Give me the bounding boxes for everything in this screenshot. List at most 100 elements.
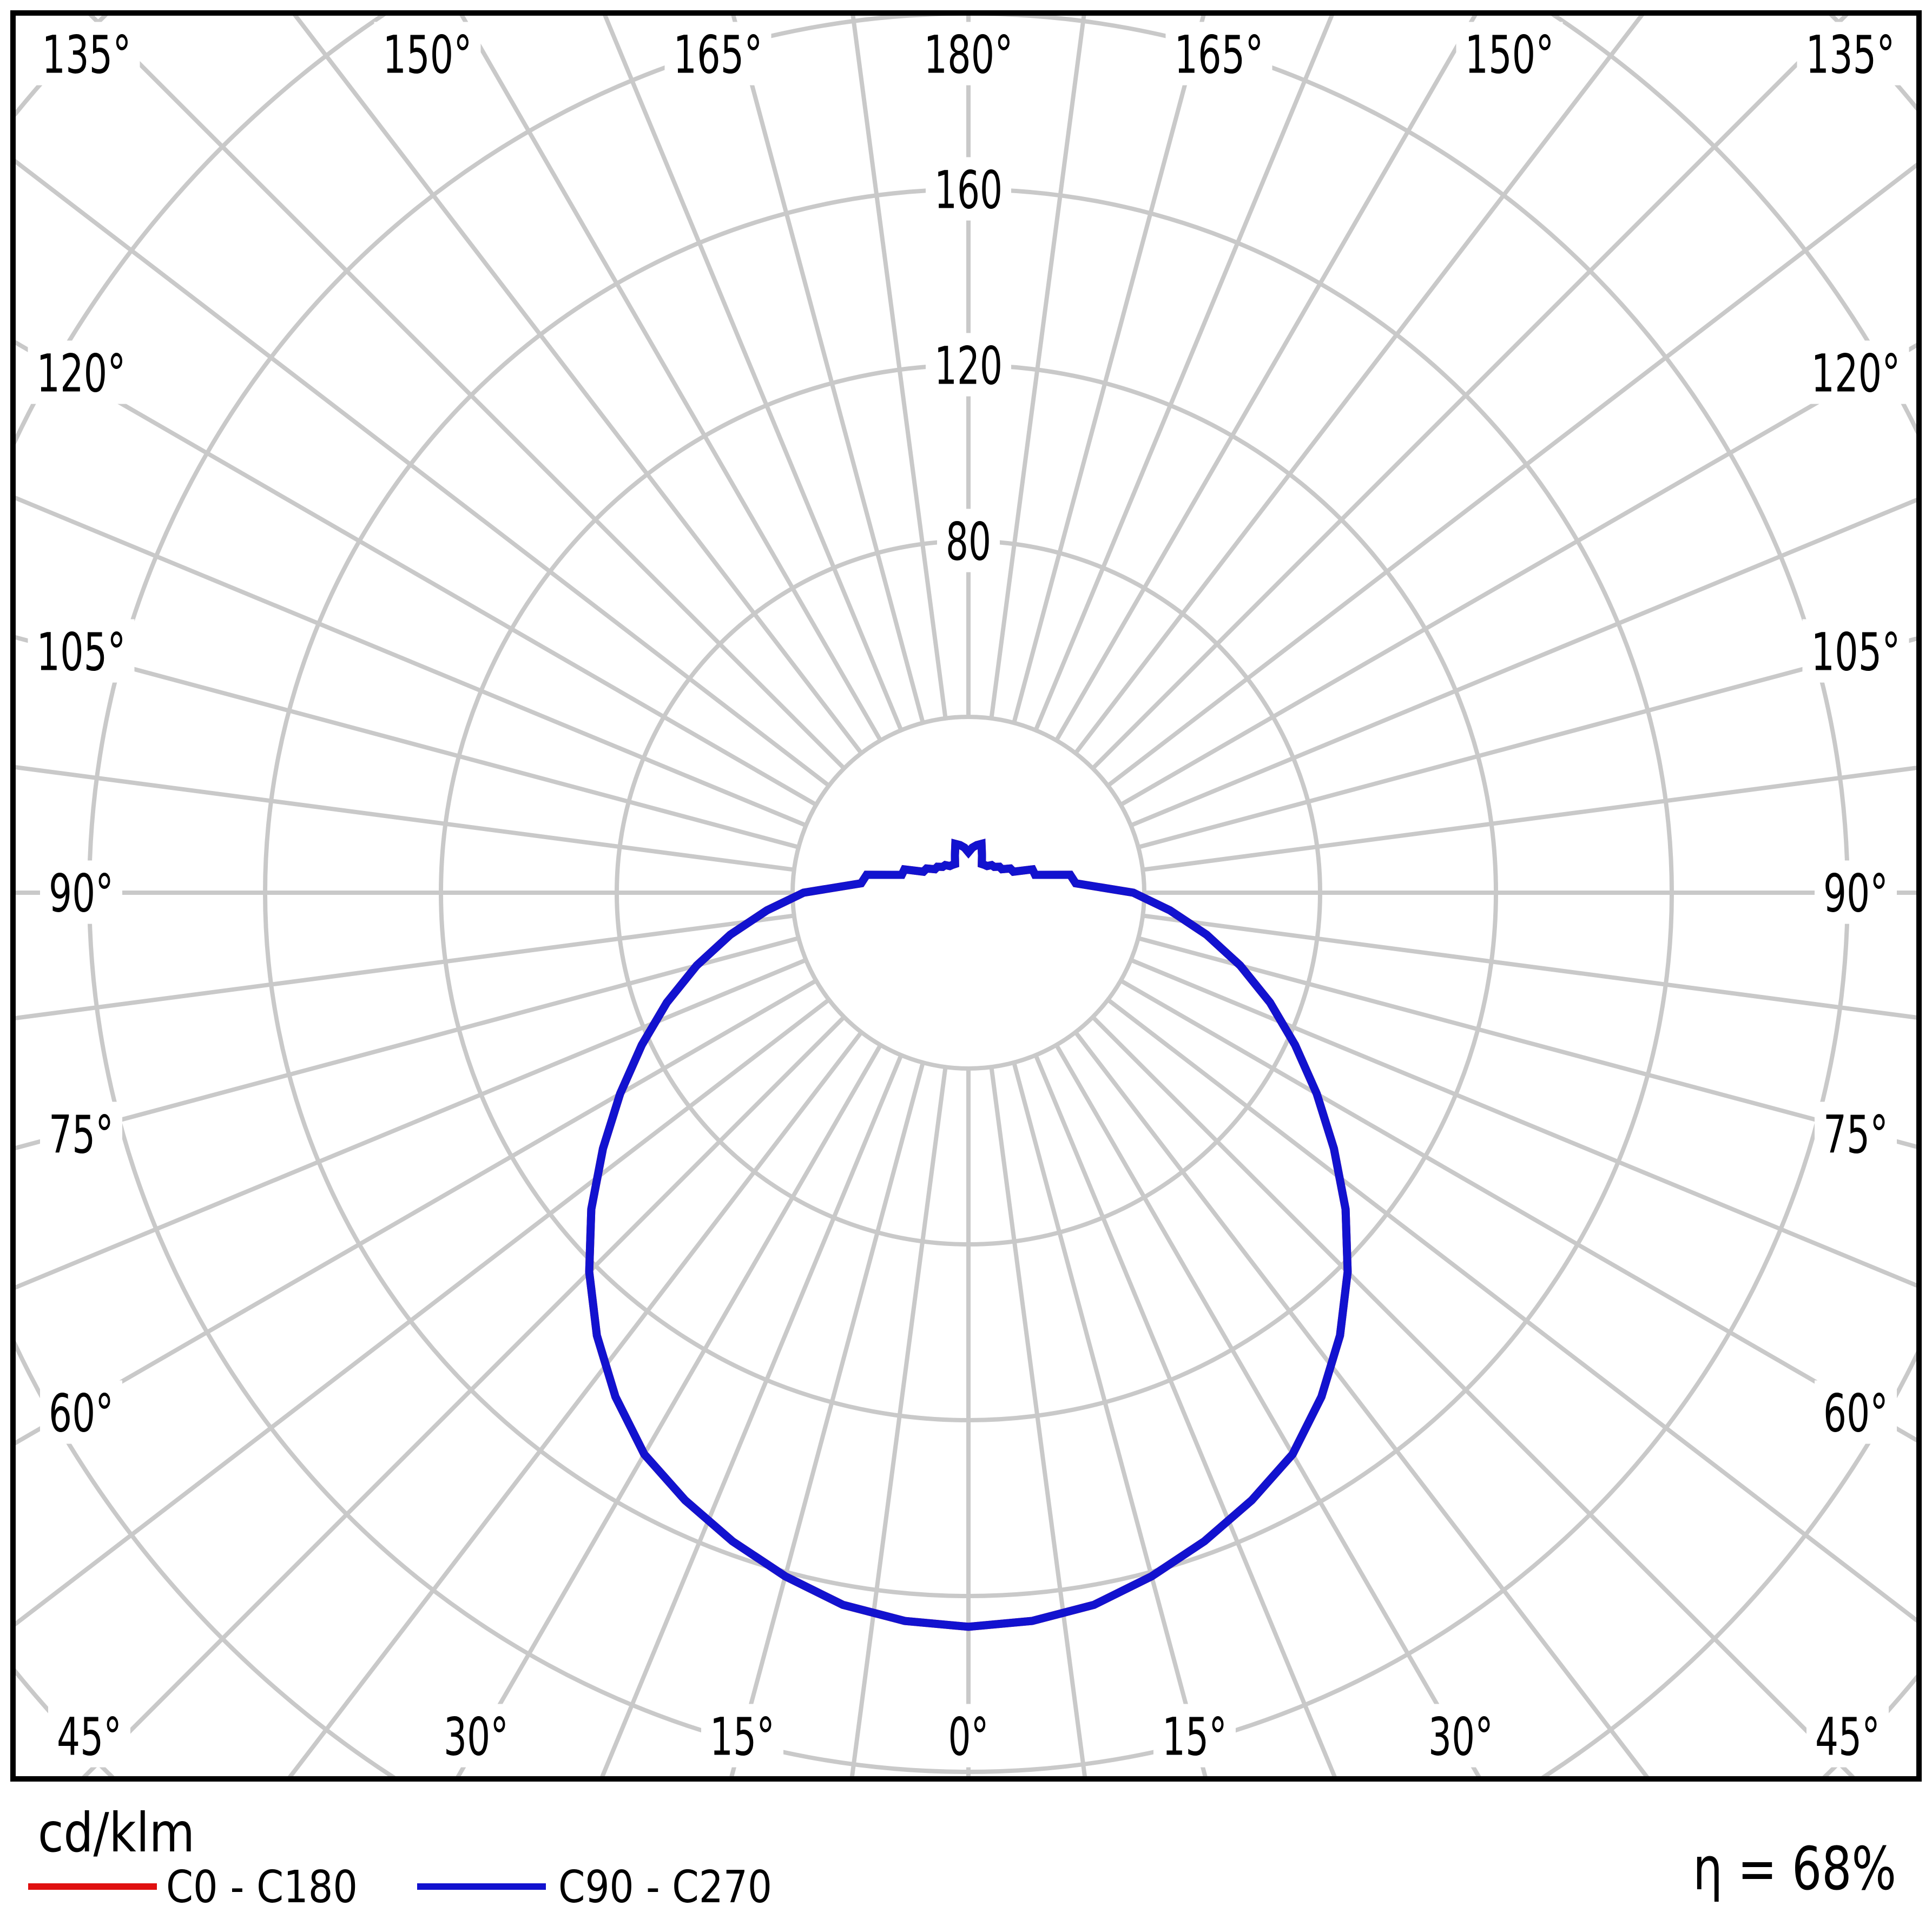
units-label: cd/klm xyxy=(38,1801,195,1864)
axis-label: 60° xyxy=(49,1383,114,1444)
grid-spoke xyxy=(1137,936,1916,1149)
axis-label: 180° xyxy=(924,25,1013,85)
grid-spoke xyxy=(1012,16,1206,724)
grid-spoke xyxy=(1033,1054,1337,1776)
grid-spoke xyxy=(1054,16,1478,742)
grid-spoke xyxy=(16,765,795,872)
axis-label: 120° xyxy=(37,344,126,404)
grid-spoke xyxy=(16,913,795,1020)
label-backplate xyxy=(915,22,1022,85)
grid-spoke xyxy=(16,998,830,1627)
label-backplate xyxy=(374,22,481,85)
label-backplate xyxy=(1802,619,1909,683)
axis-label: 75° xyxy=(49,1105,114,1165)
label-backplate xyxy=(1802,340,1909,404)
axis-label: 165° xyxy=(1175,25,1264,85)
grid-spoke xyxy=(16,936,800,1150)
plot-frame xyxy=(10,10,1922,1782)
axis-label: 60° xyxy=(1823,1383,1888,1444)
axis-label: 90° xyxy=(49,863,114,924)
axis-label: 15° xyxy=(1162,1707,1227,1768)
grid-spoke xyxy=(1106,998,1916,1623)
axis-labels: 80 120 160 135° 150° 165° 180° 165° 150° 135° 45° 3… xyxy=(28,22,1909,1768)
label-backplate xyxy=(40,1102,122,1165)
axis-label: 105° xyxy=(1811,622,1901,683)
grid-spoke xyxy=(1119,979,1916,1443)
grid-spoke xyxy=(1130,497,1916,828)
label-backplate xyxy=(1815,1102,1897,1165)
label-backplate xyxy=(33,22,140,85)
label-backplate xyxy=(28,340,135,404)
grid-spoke xyxy=(1119,342,1916,807)
label-backplate xyxy=(937,509,1000,572)
grid-spoke xyxy=(459,16,882,742)
grid-spoke xyxy=(1137,636,1916,849)
axis-label: 45° xyxy=(57,1707,122,1768)
label-backplate xyxy=(435,1704,517,1768)
label-backplate xyxy=(28,619,135,683)
label-backplate xyxy=(1815,1380,1897,1444)
grid-spoke xyxy=(849,1066,948,1776)
grid-spoke xyxy=(731,16,925,724)
axis-label: 120° xyxy=(1811,344,1901,404)
label-backplate xyxy=(1420,1704,1502,1768)
grid-spoke xyxy=(287,1031,863,1776)
label-backplate xyxy=(1153,1704,1236,1768)
grid-spoke xyxy=(729,1061,925,1776)
axis-label: 45° xyxy=(1815,1707,1880,1768)
axis-label: 165° xyxy=(674,25,763,85)
label-backplate xyxy=(1165,22,1272,85)
grid-spoke xyxy=(600,1054,904,1776)
label-backplate xyxy=(1815,860,1897,924)
label-backplate xyxy=(1806,1704,1889,1768)
axis-label: 90° xyxy=(1823,863,1888,924)
legend-label-c0-c180: C0 - C180 xyxy=(166,1862,358,1913)
axis-label: 120 xyxy=(934,336,1003,397)
grid-spoke xyxy=(1142,766,1916,872)
label-backplate xyxy=(48,1704,130,1768)
grid-spoke xyxy=(16,496,807,828)
axis-label: 0° xyxy=(948,1707,989,1768)
grid-spoke xyxy=(16,159,830,788)
intensity-curves xyxy=(585,839,1352,1631)
axis-label: 80 xyxy=(946,512,991,572)
label-backplate xyxy=(701,1704,783,1768)
label-backplate xyxy=(664,22,772,85)
grid-spoke xyxy=(456,1044,882,1776)
efficiency-label: η = 68% xyxy=(1693,1834,1896,1903)
axis-label: 30° xyxy=(1428,1707,1493,1768)
curve-c90-c270 xyxy=(585,839,1352,1631)
grid-spoke xyxy=(603,16,904,731)
grid-spoke xyxy=(850,16,948,719)
label-backplate xyxy=(40,1380,122,1444)
axis-label: 160 xyxy=(934,160,1003,221)
grid-spoke xyxy=(16,340,817,807)
grid-spoke xyxy=(1142,913,1916,1020)
grid-spoke xyxy=(16,979,817,1446)
label-backplate xyxy=(40,860,122,924)
grid-spoke xyxy=(1106,162,1916,788)
label-backplate xyxy=(939,1704,998,1768)
axis-label: 105° xyxy=(37,622,126,683)
axis-label: 150° xyxy=(1465,25,1554,85)
grid-spoke xyxy=(1033,16,1334,731)
grid-spoke xyxy=(1073,1031,1650,1776)
label-backplate xyxy=(1797,22,1904,85)
axis-label: 135° xyxy=(42,25,131,85)
axis-label: 75° xyxy=(1823,1105,1888,1165)
axis-label: 135° xyxy=(1806,25,1895,85)
grid-spoke xyxy=(293,16,863,755)
axis-label: 30° xyxy=(444,1707,509,1768)
label-backplate xyxy=(926,333,1011,397)
grid-spoke xyxy=(1054,1044,1481,1776)
axis-label: 150° xyxy=(383,25,472,85)
label-backplate xyxy=(926,157,1011,221)
grid-spoke xyxy=(989,16,1086,719)
label-backplate xyxy=(1456,22,1563,85)
grid-spoke xyxy=(16,635,800,849)
legend: cd/klm C0 - C180 C90 - C270 η = 68% xyxy=(28,1801,1896,1913)
grid-spoke xyxy=(1073,16,1644,755)
grid-spoke xyxy=(16,958,807,1290)
